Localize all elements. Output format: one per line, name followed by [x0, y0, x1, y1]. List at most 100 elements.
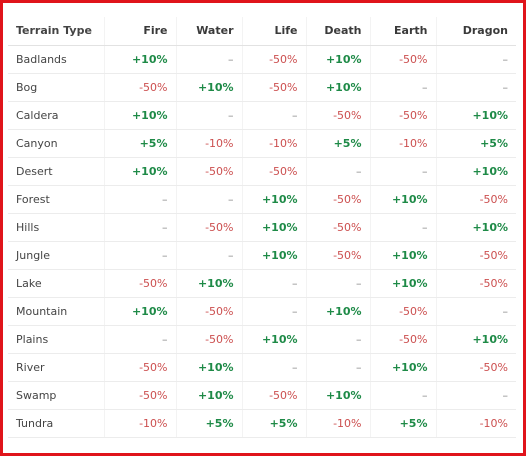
- water-modifier-cell: +5%: [176, 409, 243, 438]
- terrain-name-cell: Swamp: [8, 381, 105, 410]
- terrain-name-cell: Jungle: [8, 241, 105, 270]
- terrain-name-cell: River: [8, 353, 105, 382]
- table-row: River -50% +10% – – +10% -50%: [8, 353, 516, 382]
- earth-modifier-cell: –: [370, 73, 437, 102]
- dragon-modifier-cell: -50%: [436, 353, 516, 382]
- death-modifier-cell: –: [306, 157, 371, 186]
- earth-modifier-cell: +5%: [370, 409, 437, 438]
- earth-modifier-cell: –: [370, 213, 437, 242]
- fire-modifier-cell: -50%: [104, 381, 177, 410]
- dragon-modifier-cell: +10%: [436, 157, 516, 186]
- terrain-name-cell: Lake: [8, 269, 105, 298]
- dragon-modifier-cell: -10%: [436, 409, 516, 438]
- header-water: Water: [176, 17, 243, 46]
- dragon-modifier-cell: -50%: [436, 241, 516, 270]
- dragon-modifier-cell: –: [436, 297, 516, 326]
- fire-modifier-cell: –: [104, 325, 177, 354]
- table-row: Forest – – +10% -50% +10% -50%: [8, 185, 516, 214]
- fire-modifier-cell: –: [104, 185, 177, 214]
- death-modifier-cell: -50%: [306, 241, 371, 270]
- death-modifier-cell: +10%: [306, 45, 371, 74]
- table-row: Badlands +10% – -50% +10% -50% –: [8, 45, 516, 74]
- death-modifier-cell: –: [306, 269, 371, 298]
- dragon-modifier-cell: –: [436, 73, 516, 102]
- header-death: Death: [306, 17, 371, 46]
- earth-modifier-cell: –: [370, 157, 437, 186]
- life-modifier-cell: -50%: [242, 381, 307, 410]
- water-modifier-cell: +10%: [176, 353, 243, 382]
- life-modifier-cell: -50%: [242, 157, 307, 186]
- dragon-modifier-cell: –: [436, 381, 516, 410]
- terrain-name-cell: Desert: [8, 157, 105, 186]
- death-modifier-cell: +5%: [306, 129, 371, 158]
- table-row: Canyon +5% -10% -10% +5% -10% +5%: [8, 129, 516, 158]
- life-modifier-cell: –: [242, 353, 307, 382]
- water-modifier-cell: +10%: [176, 381, 243, 410]
- life-modifier-cell: -10%: [242, 129, 307, 158]
- water-modifier-cell: -50%: [176, 213, 243, 242]
- terrain-name-cell: Mountain: [8, 297, 105, 326]
- water-modifier-cell: –: [176, 45, 243, 74]
- table-row: Jungle – – +10% -50% +10% -50%: [8, 241, 516, 270]
- terrain-name-cell: Hills: [8, 213, 105, 242]
- table-row: Tundra -10% +5% +5% -10% +5% -10%: [8, 409, 516, 438]
- fire-modifier-cell: +10%: [104, 157, 177, 186]
- fire-modifier-cell: +10%: [104, 101, 177, 130]
- fire-modifier-cell: +10%: [104, 297, 177, 326]
- fire-modifier-cell: -10%: [104, 409, 177, 438]
- earth-modifier-cell: -50%: [370, 297, 437, 326]
- dragon-modifier-cell: +10%: [436, 213, 516, 242]
- header-fire: Fire: [104, 17, 177, 46]
- fire-modifier-cell: +5%: [104, 129, 177, 158]
- terrain-name-cell: Canyon: [8, 129, 105, 158]
- death-modifier-cell: -10%: [306, 409, 371, 438]
- death-modifier-cell: +10%: [306, 381, 371, 410]
- death-modifier-cell: -50%: [306, 213, 371, 242]
- terrain-name-cell: Plains: [8, 325, 105, 354]
- terrain-name-cell: Badlands: [8, 45, 105, 74]
- earth-modifier-cell: -50%: [370, 45, 437, 74]
- life-modifier-cell: +10%: [242, 325, 307, 354]
- water-modifier-cell: -50%: [176, 297, 243, 326]
- water-modifier-cell: –: [176, 185, 243, 214]
- dragon-modifier-cell: -50%: [436, 269, 516, 298]
- life-modifier-cell: +10%: [242, 213, 307, 242]
- dragon-modifier-cell: +10%: [436, 325, 516, 354]
- terrain-name-cell: Caldera: [8, 101, 105, 130]
- earth-modifier-cell: -50%: [370, 325, 437, 354]
- life-modifier-cell: –: [242, 297, 307, 326]
- water-modifier-cell: –: [176, 241, 243, 270]
- table-row: Lake -50% +10% – – +10% -50%: [8, 269, 516, 298]
- fire-modifier-cell: -50%: [104, 269, 177, 298]
- header-life: Life: [242, 17, 307, 46]
- terrain-name-cell: Tundra: [8, 409, 105, 438]
- terrain-name-cell: Forest: [8, 185, 105, 214]
- death-modifier-cell: -50%: [306, 101, 371, 130]
- life-modifier-cell: –: [242, 101, 307, 130]
- water-modifier-cell: +10%: [176, 73, 243, 102]
- dragon-modifier-cell: -50%: [436, 185, 516, 214]
- earth-modifier-cell: -10%: [370, 129, 437, 158]
- life-modifier-cell: +5%: [242, 409, 307, 438]
- death-modifier-cell: +10%: [306, 73, 371, 102]
- death-modifier-cell: +10%: [306, 297, 371, 326]
- table-row: Desert +10% -50% -50% – – +10%: [8, 157, 516, 186]
- fire-modifier-cell: –: [104, 241, 177, 270]
- table-body: Badlands +10% – -50% +10% -50% – Bog -50% +10% -50…: [8, 45, 516, 438]
- earth-modifier-cell: –: [370, 381, 437, 410]
- table-row: Caldera +10% – – -50% -50% +10%: [8, 101, 516, 130]
- table-row: Swamp -50% +10% -50% +10% – –: [8, 381, 516, 410]
- terrain-modifier-table-container: Terrain Type Fire Water Life Death Earth…: [8, 17, 516, 438]
- table-row: Hills – -50% +10% -50% – +10%: [8, 213, 516, 242]
- dragon-modifier-cell: –: [436, 45, 516, 74]
- life-modifier-cell: -50%: [242, 73, 307, 102]
- fire-modifier-cell: –: [104, 213, 177, 242]
- life-modifier-cell: +10%: [242, 241, 307, 270]
- earth-modifier-cell: +10%: [370, 185, 437, 214]
- table-header-row: Terrain Type Fire Water Life Death Earth…: [8, 17, 516, 46]
- earth-modifier-cell: +10%: [370, 353, 437, 382]
- death-modifier-cell: -50%: [306, 185, 371, 214]
- water-modifier-cell: -50%: [176, 325, 243, 354]
- terrain-name-cell: Bog: [8, 73, 105, 102]
